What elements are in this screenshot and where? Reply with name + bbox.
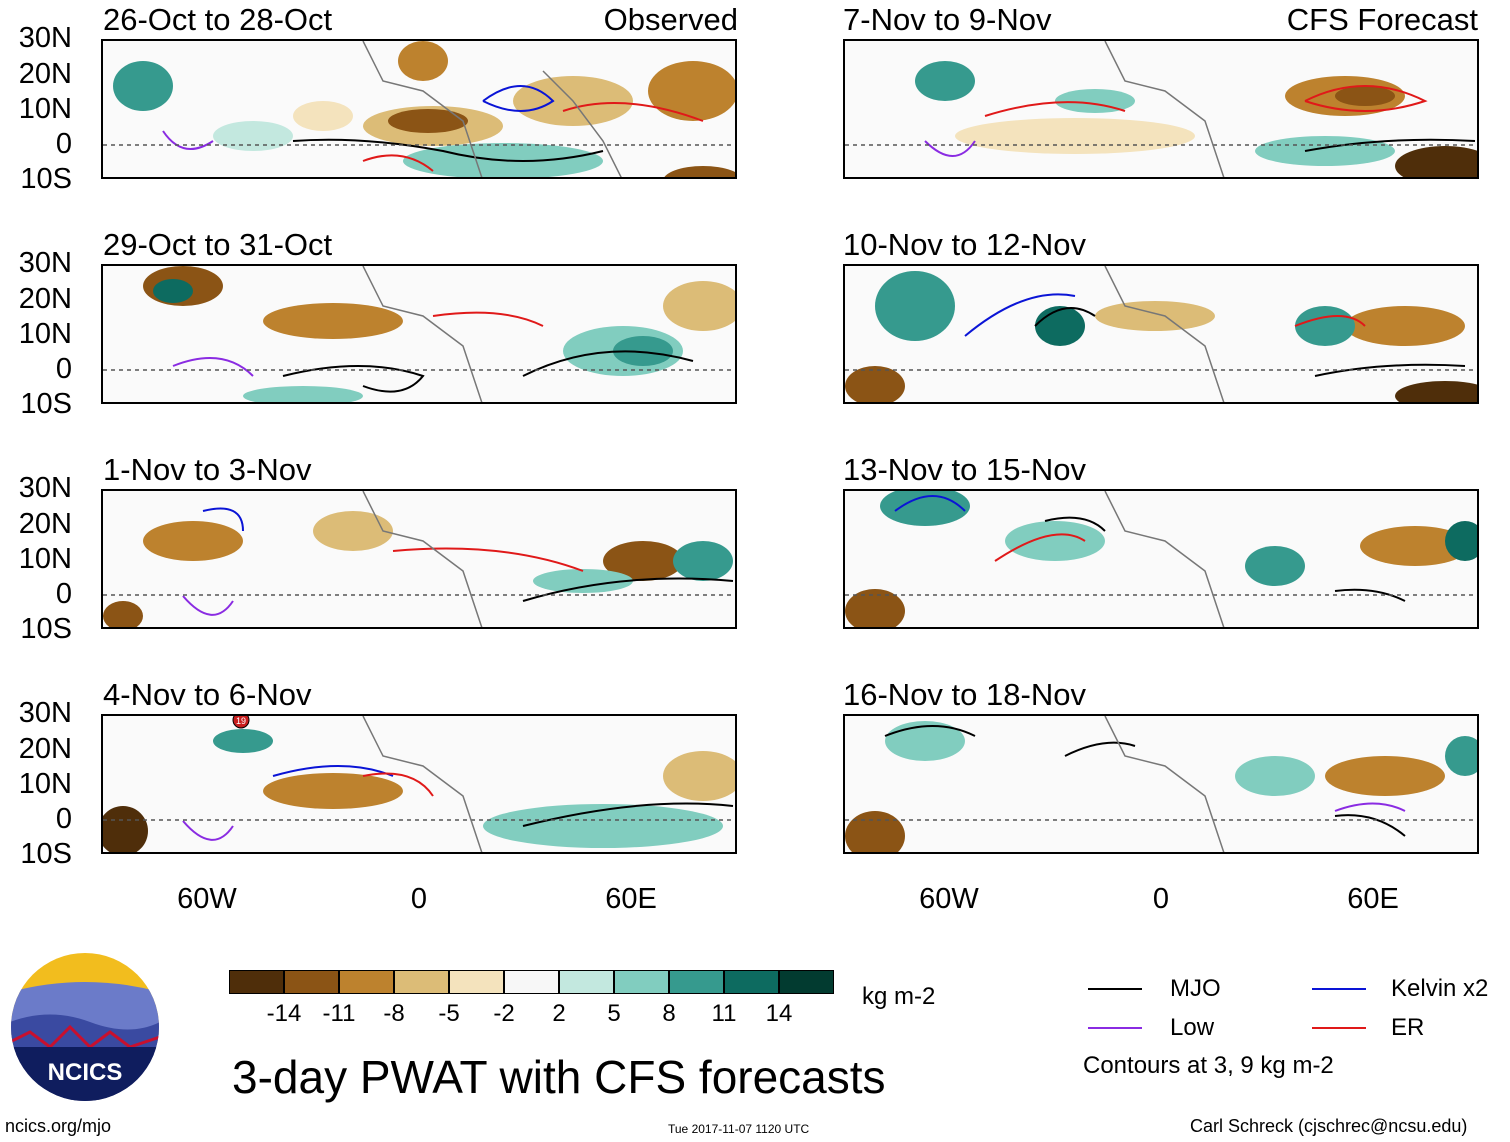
map-panel	[843, 714, 1479, 854]
colorbar-box	[779, 970, 834, 994]
panel-title: 7-Nov to 9-Nov	[843, 2, 1052, 37]
legend-label-er: ER	[1391, 1014, 1425, 1041]
colorbar-tick: 14	[765, 1000, 793, 1027]
colorbar-tick: -2	[493, 1000, 515, 1027]
lat-label: 20N	[18, 508, 72, 540]
pwat-map	[103, 491, 735, 627]
lat-label: 30N	[18, 472, 72, 504]
colorbar-box	[284, 970, 339, 994]
colorbar-box	[669, 970, 724, 994]
colorbar-box	[339, 970, 394, 994]
footer-url: ncics.org/mjo	[5, 1116, 112, 1136]
lat-label: 10N	[18, 93, 72, 125]
lat-label: 20N	[18, 733, 72, 765]
panel-title: 1-Nov to 3-Nov	[103, 452, 312, 487]
panel-title: 16-Nov to 18-Nov	[843, 677, 1086, 712]
panel-tag-forecast: CFS Forecast	[1286, 2, 1478, 37]
footer-credit: Carl Schreck (cjschrec@ncsu.edu)	[1190, 1116, 1468, 1136]
colorbar-box	[449, 970, 504, 994]
lat-label: 10S	[20, 838, 72, 870]
lat-label: 0	[55, 353, 72, 385]
panel-title: 4-Nov to 6-Nov	[103, 677, 312, 712]
lat-label: 10S	[20, 613, 72, 645]
panel-title: 13-Nov to 15-Nov	[843, 452, 1086, 487]
pwat-map	[845, 491, 1477, 627]
storm-marker: 19	[236, 716, 246, 726]
colorbar-box	[559, 970, 614, 994]
lon-label: 60E	[605, 883, 657, 915]
colorbar-tick: -11	[322, 1000, 356, 1027]
colorbar-tick: 5	[607, 1000, 621, 1027]
lon-label: 60W	[177, 883, 237, 915]
pwat-map: 19	[103, 716, 735, 852]
legend-swatch-kelvin	[1312, 988, 1366, 990]
colorbar-box	[724, 970, 779, 994]
colorbar-box	[394, 970, 449, 994]
footer-timestamp: Tue 2017-11-07 1120 UTC	[668, 1122, 810, 1136]
colorbar-tick: -5	[438, 1000, 460, 1027]
panel-title: 26-Oct to 28-Oct	[103, 2, 333, 37]
lon-label: 0	[410, 883, 428, 915]
lat-label: 10S	[20, 388, 72, 420]
ncics-logo: NCICS	[10, 952, 160, 1102]
pwat-map	[845, 716, 1477, 852]
logo-text: NCICS	[48, 1059, 123, 1086]
lat-label: 10N	[18, 768, 72, 800]
legend-swatch-mjo	[1088, 988, 1142, 990]
colorbar-box	[229, 970, 284, 994]
lat-label: 10S	[20, 163, 72, 195]
map-panel	[843, 39, 1479, 179]
colorbar-tick: 11	[711, 1000, 737, 1027]
panel-tag-observed: Observed	[603, 2, 738, 37]
lon-label: 0	[1152, 883, 1170, 915]
panel-title: 29-Oct to 31-Oct	[103, 227, 333, 262]
pwat-map	[845, 266, 1477, 402]
panel-title: 10-Nov to 12-Nov	[843, 227, 1086, 262]
map-panel	[101, 489, 737, 629]
lat-label: 0	[55, 578, 72, 610]
lat-label: 10N	[18, 318, 72, 350]
map-panel	[101, 264, 737, 404]
map-panel	[843, 489, 1479, 629]
main-title: 3-day PWAT with CFS forecasts	[232, 1051, 886, 1103]
colorbar-tick: -14	[266, 1000, 302, 1027]
colorbar-tick: 2	[552, 1000, 566, 1027]
legend-note: Contours at 3, 9 kg m-2	[1083, 1052, 1334, 1079]
colorbar-tick: -8	[383, 1000, 405, 1027]
legend-swatch-low	[1088, 1027, 1142, 1029]
map-panel	[101, 39, 737, 179]
legend-swatch-er	[1312, 1027, 1366, 1029]
colorbar-box	[504, 970, 559, 994]
map-panel: 19	[101, 714, 737, 854]
lon-label: 60W	[919, 883, 979, 915]
lat-label: 30N	[18, 247, 72, 279]
colorbar-tick: 8	[662, 1000, 676, 1027]
lat-label: 0	[55, 128, 72, 160]
pwat-map	[845, 41, 1477, 177]
lat-label: 20N	[18, 283, 72, 315]
lat-label: 30N	[18, 22, 72, 54]
pwat-map	[103, 41, 735, 177]
legend-label-kelvin: Kelvin x2	[1391, 975, 1489, 1002]
colorbar-box	[614, 970, 669, 994]
legend-label-mjo: MJO	[1170, 975, 1221, 1002]
lat-label: 10N	[18, 543, 72, 575]
lat-label: 30N	[18, 697, 72, 729]
lon-label: 60E	[1347, 883, 1399, 915]
pwat-map	[103, 266, 735, 402]
lat-label: 0	[55, 803, 72, 835]
lat-label: 20N	[18, 58, 72, 90]
map-panel	[843, 264, 1479, 404]
colorbar-units: kg m-2	[862, 983, 936, 1010]
legend-label-low: Low	[1170, 1014, 1215, 1041]
